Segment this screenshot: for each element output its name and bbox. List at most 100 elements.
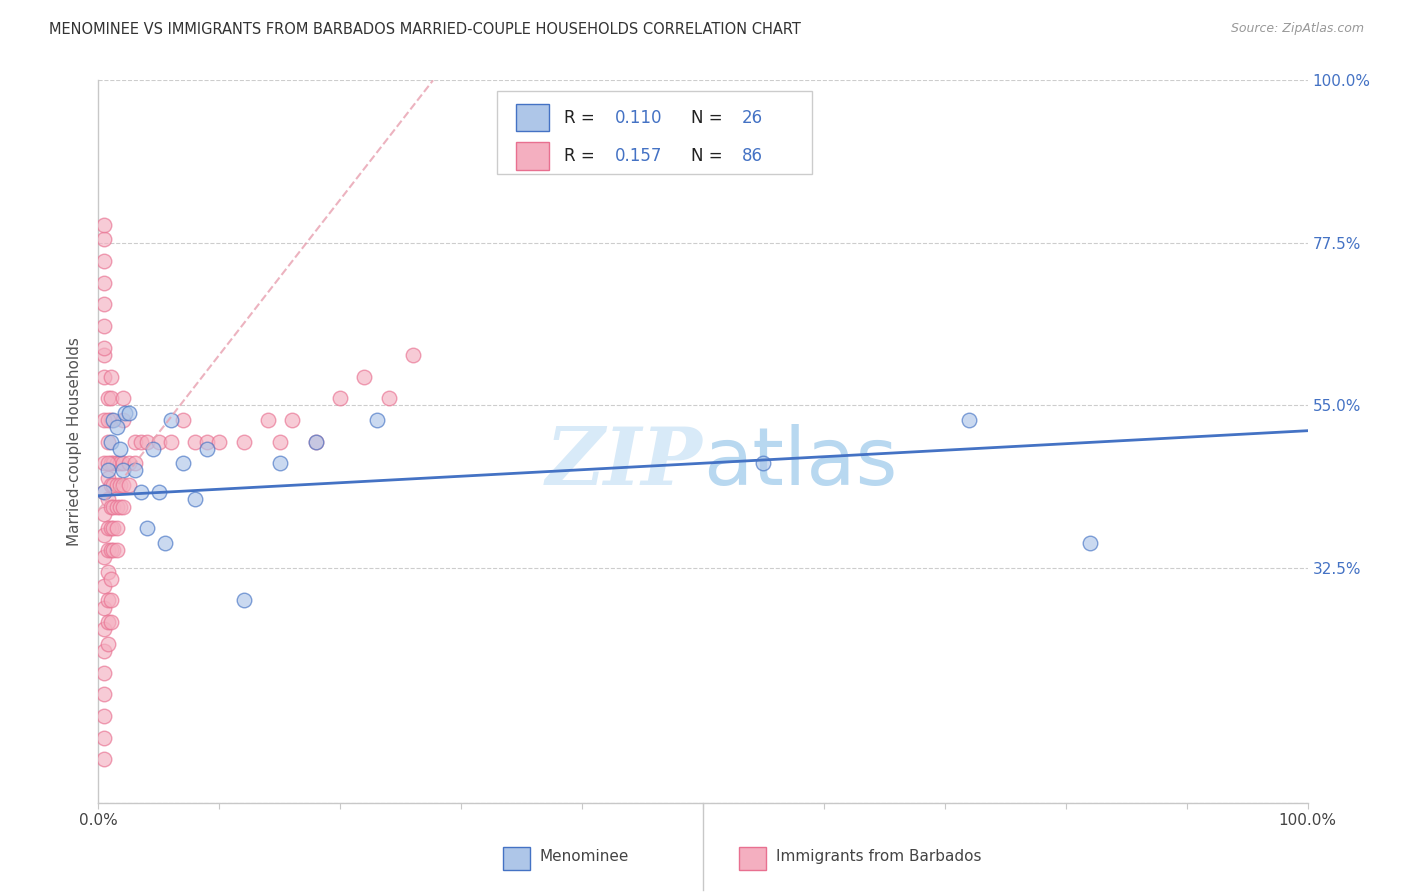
Point: [101, 500, 124, 514]
Point: [366, 413, 388, 427]
Point: [129, 434, 152, 449]
Point: [101, 456, 124, 470]
Point: [105, 456, 128, 470]
Point: [93, 218, 115, 232]
Point: [124, 463, 146, 477]
Text: R =: R =: [564, 147, 600, 165]
Text: Immigrants from Barbados: Immigrants from Barbados: [776, 849, 981, 864]
Point: [100, 572, 122, 586]
Point: [160, 413, 183, 427]
Point: [208, 434, 231, 449]
Point: [93, 276, 115, 290]
Point: [93, 318, 115, 333]
Point: [97, 637, 120, 651]
Point: [97, 413, 120, 427]
Point: [160, 434, 183, 449]
Text: atlas: atlas: [703, 425, 897, 502]
Point: [305, 434, 328, 449]
Point: [105, 521, 128, 535]
Point: [93, 752, 115, 766]
Point: [108, 456, 131, 470]
Text: ZIP: ZIP: [546, 425, 703, 502]
Point: [105, 420, 128, 434]
Point: [269, 434, 291, 449]
Point: [124, 456, 146, 470]
Bar: [516, 104, 550, 131]
Point: [97, 542, 120, 557]
Point: [97, 593, 120, 607]
Point: [100, 500, 122, 514]
Point: [129, 485, 152, 500]
Text: MENOMINEE VS IMMIGRANTS FROM BARBADOS MARRIED-COUPLE HOUSEHOLDS CORRELATION CHAR: MENOMINEE VS IMMIGRANTS FROM BARBADOS MA…: [49, 22, 801, 37]
Point: [97, 615, 120, 630]
Text: 0.157: 0.157: [614, 147, 662, 165]
Point: [172, 456, 194, 470]
Point: [124, 434, 146, 449]
Point: [100, 369, 122, 384]
Point: [93, 644, 115, 658]
FancyBboxPatch shape: [498, 91, 811, 174]
Point: [148, 434, 170, 449]
Point: [118, 478, 141, 492]
Text: Menominee: Menominee: [540, 849, 628, 864]
Text: 0.110: 0.110: [614, 109, 662, 127]
Point: [957, 413, 980, 427]
Point: [111, 500, 134, 514]
Point: [101, 521, 124, 535]
Point: [108, 442, 131, 456]
Point: [100, 413, 122, 427]
Point: [97, 565, 120, 579]
Point: [97, 456, 120, 470]
Point: [353, 369, 375, 384]
Point: [100, 391, 122, 405]
Point: [100, 615, 122, 630]
Text: R =: R =: [564, 109, 600, 127]
Point: [184, 492, 207, 507]
Point: [97, 521, 120, 535]
Point: [281, 413, 304, 427]
Point: [100, 593, 122, 607]
Text: N =: N =: [690, 147, 728, 165]
Point: [105, 500, 128, 514]
Point: [256, 413, 278, 427]
Point: [93, 485, 115, 500]
Point: [269, 456, 291, 470]
Point: [101, 413, 124, 427]
Point: [111, 413, 134, 427]
Point: [93, 507, 115, 521]
Point: [135, 434, 157, 449]
Point: [118, 456, 141, 470]
Point: [142, 442, 165, 456]
Point: [111, 463, 134, 477]
Y-axis label: Married-couple Households: Married-couple Households: [67, 337, 83, 546]
Point: [752, 456, 775, 470]
Point: [108, 478, 131, 492]
Point: [101, 478, 124, 492]
Point: [93, 232, 115, 246]
Point: [93, 456, 115, 470]
Text: 26: 26: [742, 109, 763, 127]
Point: [135, 521, 157, 535]
Point: [111, 478, 134, 492]
Text: N =: N =: [690, 109, 728, 127]
Point: [93, 485, 115, 500]
Point: [93, 528, 115, 542]
Point: [100, 434, 122, 449]
Point: [195, 442, 218, 456]
Point: [105, 542, 128, 557]
Point: [114, 406, 136, 420]
Point: [93, 550, 115, 565]
Point: [93, 369, 115, 384]
Point: [93, 600, 115, 615]
Point: [93, 687, 115, 701]
Point: [118, 406, 141, 420]
Point: [93, 253, 115, 268]
Point: [195, 434, 218, 449]
Point: [97, 391, 120, 405]
Point: [184, 434, 207, 449]
Point: [305, 434, 328, 449]
Point: [100, 521, 122, 535]
Point: [105, 478, 128, 492]
Point: [97, 492, 120, 507]
Point: [93, 341, 115, 355]
